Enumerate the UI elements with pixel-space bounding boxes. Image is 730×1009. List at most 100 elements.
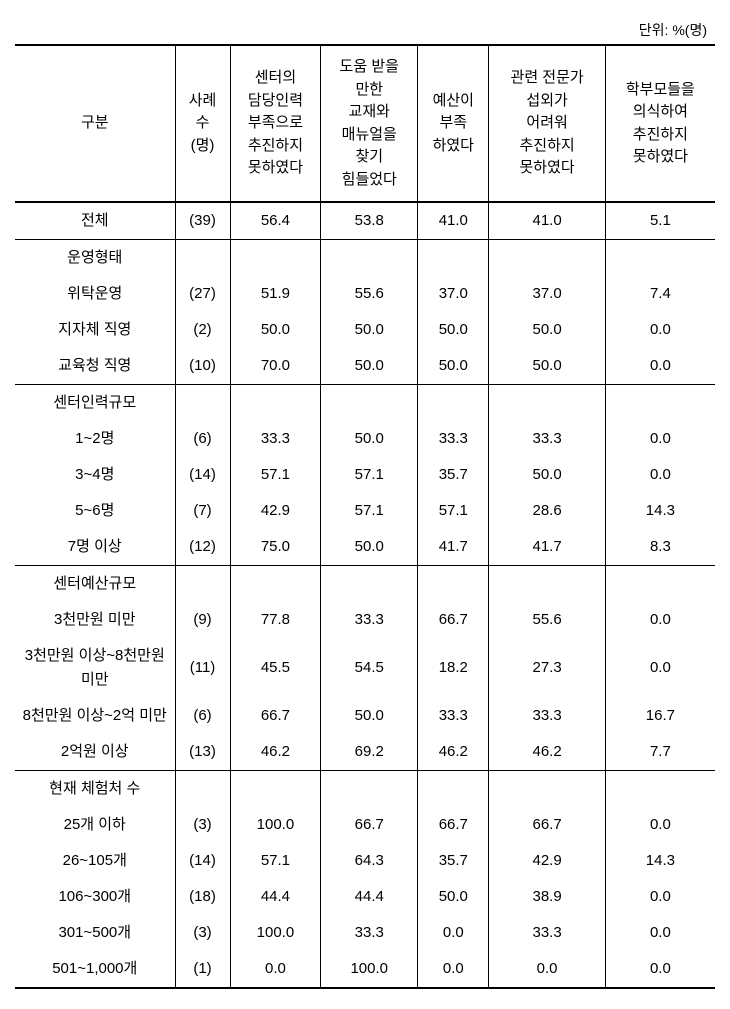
row-v4: 37.0: [489, 276, 605, 312]
row-v1: 44.4: [230, 879, 321, 915]
row-label: 전체: [15, 202, 175, 240]
row-v3: 0.0: [418, 915, 489, 951]
row-v1: 56.4: [230, 202, 321, 240]
row-v2: [321, 566, 418, 603]
table-row: 25개 이하(3)100.066.766.766.70.0: [15, 807, 715, 843]
row-v2: 64.3: [321, 843, 418, 879]
row-v4: 28.6: [489, 493, 605, 529]
row-v5: 0.0: [605, 312, 715, 348]
header-col2: 도움 받을만한교재와매뉴얼을찾기힘들었다: [321, 45, 418, 202]
row-v2: 57.1: [321, 493, 418, 529]
row-v4: 27.3: [489, 638, 605, 698]
row-v1: 33.3: [230, 421, 321, 457]
row-cases: (14): [175, 843, 230, 879]
row-label: 3천만원 미만: [15, 602, 175, 638]
row-v5: 0.0: [605, 348, 715, 385]
table-row: 교육청 직영(10)70.050.050.050.00.0: [15, 348, 715, 385]
row-cases: (12): [175, 529, 230, 566]
table-row: 1~2명(6)33.350.033.333.30.0: [15, 421, 715, 457]
row-v4: 50.0: [489, 348, 605, 385]
row-cases: (1): [175, 951, 230, 988]
row-cases: (6): [175, 698, 230, 734]
row-label: 운영형태: [15, 240, 175, 277]
row-v1: 42.9: [230, 493, 321, 529]
row-v5: 16.7: [605, 698, 715, 734]
table-row: 2억원 이상(13)46.269.246.246.27.7: [15, 734, 715, 771]
row-cases: (9): [175, 602, 230, 638]
row-v5: 0.0: [605, 879, 715, 915]
row-v5: 7.7: [605, 734, 715, 771]
row-v2: [321, 385, 418, 422]
row-cases: (10): [175, 348, 230, 385]
header-col3: 예산이부족하였다: [418, 45, 489, 202]
row-v1: [230, 240, 321, 277]
row-v2: 53.8: [321, 202, 418, 240]
row-v2: 50.0: [321, 421, 418, 457]
row-cases: (2): [175, 312, 230, 348]
data-table: 구분 사례수(명) 센터의담당인력부족으로추진하지못하였다 도움 받을만한교재와…: [15, 44, 715, 989]
row-v5: 0.0: [605, 951, 715, 988]
table-row: 501~1,000개(1)0.0100.00.00.00.0: [15, 951, 715, 988]
row-v4: 33.3: [489, 421, 605, 457]
row-v2: 100.0: [321, 951, 418, 988]
row-v3: 41.0: [418, 202, 489, 240]
row-cases: (3): [175, 915, 230, 951]
row-v5: 0.0: [605, 638, 715, 698]
row-v4: [489, 771, 605, 808]
row-v4: 33.3: [489, 698, 605, 734]
row-cases: (13): [175, 734, 230, 771]
row-v2: 57.1: [321, 457, 418, 493]
table-row: 7명 이상(12)75.050.041.741.78.3: [15, 529, 715, 566]
row-v1: 46.2: [230, 734, 321, 771]
row-v3: 50.0: [418, 879, 489, 915]
row-label: 지자체 직영: [15, 312, 175, 348]
row-v3: 18.2: [418, 638, 489, 698]
row-label: 5~6명: [15, 493, 175, 529]
row-v2: 33.3: [321, 602, 418, 638]
row-v5: 0.0: [605, 421, 715, 457]
row-v2: 55.6: [321, 276, 418, 312]
row-v4: 33.3: [489, 915, 605, 951]
row-v4: 41.0: [489, 202, 605, 240]
row-v2: 54.5: [321, 638, 418, 698]
row-v1: [230, 566, 321, 603]
table-row: 지자체 직영(2)50.050.050.050.00.0: [15, 312, 715, 348]
row-label: 센터예산규모: [15, 566, 175, 603]
row-v1: 100.0: [230, 915, 321, 951]
row-label: 교육청 직영: [15, 348, 175, 385]
row-v3: 41.7: [418, 529, 489, 566]
row-v4: 66.7: [489, 807, 605, 843]
row-v2: [321, 771, 418, 808]
table-row: 106~300개(18)44.444.450.038.90.0: [15, 879, 715, 915]
row-cases: (18): [175, 879, 230, 915]
row-v1: 75.0: [230, 529, 321, 566]
row-v3: 35.7: [418, 843, 489, 879]
row-v5: 14.3: [605, 493, 715, 529]
header-cases: 사례수(명): [175, 45, 230, 202]
row-v4: 50.0: [489, 457, 605, 493]
table-body: 전체(39)56.453.841.041.05.1운영형태위탁운영(27)51.…: [15, 202, 715, 988]
row-label: 1~2명: [15, 421, 175, 457]
row-v5: [605, 385, 715, 422]
row-label: 25개 이하: [15, 807, 175, 843]
row-v2: 69.2: [321, 734, 418, 771]
row-v3: [418, 240, 489, 277]
row-v5: [605, 566, 715, 603]
row-v3: 50.0: [418, 348, 489, 385]
row-cases: (3): [175, 807, 230, 843]
row-cases: [175, 771, 230, 808]
row-v4: 42.9: [489, 843, 605, 879]
row-v1: 57.1: [230, 457, 321, 493]
row-label: 3~4명: [15, 457, 175, 493]
row-v4: 0.0: [489, 951, 605, 988]
row-v1: 100.0: [230, 807, 321, 843]
table-row: 8천만원 이상~2억 미만(6)66.750.033.333.316.7: [15, 698, 715, 734]
row-cases: [175, 385, 230, 422]
table-row: 301~500개(3)100.033.30.033.30.0: [15, 915, 715, 951]
row-v3: 57.1: [418, 493, 489, 529]
row-v3: 46.2: [418, 734, 489, 771]
row-v3: 66.7: [418, 807, 489, 843]
row-cases: (14): [175, 457, 230, 493]
row-label: 2억원 이상: [15, 734, 175, 771]
row-label: 301~500개: [15, 915, 175, 951]
